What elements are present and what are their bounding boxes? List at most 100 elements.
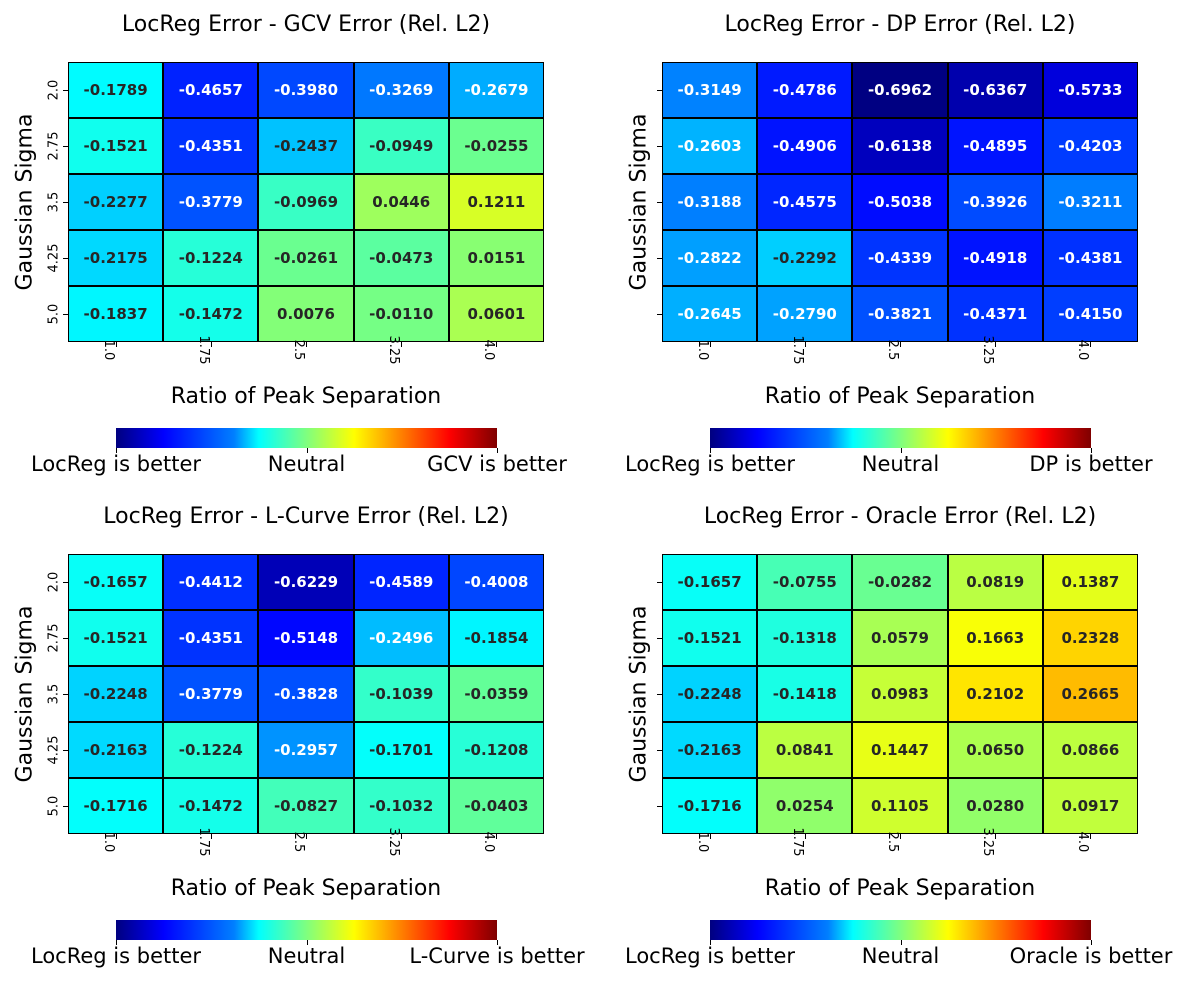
y-axis-label: Gaussian Sigma: [626, 113, 652, 291]
y-tick-mark: [657, 146, 662, 147]
colorbar-tick: [116, 940, 117, 945]
heatmap-cell: 0.0254: [757, 778, 853, 834]
x-tick-mark: [401, 834, 403, 839]
x-tick-label: 1.75: [195, 827, 211, 857]
y-tick-mark: [657, 582, 662, 583]
y-tick-mark: [63, 146, 68, 147]
heatmap-cell: -0.5148: [258, 610, 354, 666]
y-tick-mark: [657, 202, 662, 203]
y-axis-label: Gaussian Sigma: [12, 113, 38, 291]
colorbar-tick: [1091, 940, 1092, 945]
heatmap-cell: -0.0827: [258, 778, 354, 834]
y-tick-mark: [63, 694, 68, 695]
x-tick-mark: [900, 342, 901, 347]
heatmap-cell: -0.4906: [757, 118, 853, 174]
y-tick-label: 2.0: [46, 79, 62, 101]
heatmap-cell: 0.2328: [1042, 610, 1138, 666]
x-tick-mark: [709, 834, 711, 839]
heatmap-cell: -0.1418: [757, 666, 853, 722]
colorbar: [710, 428, 1091, 448]
heatmap-cell: -0.1716: [68, 778, 164, 834]
colorbar-label: LocReg is better: [30, 944, 202, 968]
heatmap-cell: -0.4575: [757, 174, 853, 230]
heatmap-cell: -0.6138: [852, 118, 948, 174]
heatmap-cell: -0.6229: [258, 554, 354, 610]
heatmap-cell: 0.2665: [1042, 666, 1138, 722]
x-tick-mark: [1090, 342, 1092, 347]
heatmap-cell: -0.5733: [1042, 62, 1138, 118]
x-tick-label: 2.5: [885, 339, 900, 361]
heatmap-cell: 0.0819: [947, 554, 1043, 610]
heatmap-cell: -0.6367: [947, 62, 1043, 118]
x-tick-mark: [115, 342, 117, 347]
heatmap-cell: -0.0359: [448, 666, 544, 722]
x-tick-label: 4.0: [481, 339, 497, 361]
colorbar-tick: [1091, 448, 1092, 453]
heatmap-cell: -0.3779: [163, 666, 259, 722]
heatmap-cell: -0.1521: [68, 610, 164, 666]
chart-title: LocReg Error - GCV Error (Rel. L2): [121, 12, 491, 37]
colorbar: [116, 428, 497, 448]
x-tick-label: 1.75: [789, 335, 805, 365]
heatmap-cell: -0.0949: [353, 118, 449, 174]
colorbar-label: LocReg is better: [624, 944, 796, 968]
colorbar-label: Neutral: [861, 452, 940, 476]
colorbar: [116, 920, 497, 940]
y-tick-mark: [657, 694, 662, 695]
colorbar-tick: [306, 448, 308, 453]
x-tick-mark: [496, 834, 498, 839]
heatmap-cell: -0.2437: [258, 118, 354, 174]
heatmap-cell: -0.1472: [163, 286, 259, 342]
x-tick-label: 1.0: [100, 831, 116, 853]
heatmap-cell: 0.0650: [947, 722, 1043, 778]
x-axis-label: Ratio of Peak Separation: [170, 384, 442, 409]
x-tick-label: 3.25: [980, 827, 996, 857]
x-tick-mark: [709, 342, 711, 347]
heatmap-cell: -0.3828: [258, 666, 354, 722]
colorbar-label: Neutral: [267, 452, 346, 476]
colorbar-tick: [900, 940, 902, 945]
y-tick-mark: [657, 258, 662, 259]
x-tick-label: 1.75: [195, 335, 211, 365]
chart-title: LocReg Error - DP Error (Rel. L2): [724, 12, 1076, 37]
y-tick-mark: [63, 314, 68, 315]
heatmap-cell: -0.4203: [1042, 118, 1138, 174]
heatmap-cell: -0.0261: [258, 230, 354, 286]
heatmap-cell: -0.2163: [68, 722, 164, 778]
heatmap-cell: -0.2163: [662, 722, 758, 778]
y-tick-mark: [657, 806, 662, 807]
heatmap-cell: -0.3926: [947, 174, 1043, 230]
heatmap-cell: -0.4371: [947, 286, 1043, 342]
heatmap-cell: 0.0983: [852, 666, 948, 722]
heatmap-cell: -0.4918: [947, 230, 1043, 286]
y-tick-label: 4.25: [46, 243, 62, 273]
heatmap-cell: 0.0280: [947, 778, 1043, 834]
heatmap-cell: 0.0076: [258, 286, 354, 342]
heatmap-cell: -0.3149: [662, 62, 758, 118]
heatmap-cell: -0.3779: [163, 174, 259, 230]
heatmap-cell: -0.2248: [662, 666, 758, 722]
heatmap-cell: -0.4351: [163, 610, 259, 666]
heatmap-cell: -0.0969: [258, 174, 354, 230]
colorbar-label: LocReg is better: [624, 452, 796, 476]
heatmap-cell: -0.1854: [448, 610, 544, 666]
x-tick-mark: [115, 834, 117, 839]
x-tick-label: 2.5: [291, 831, 306, 853]
heatmap-cell: 0.0446: [353, 174, 449, 230]
heatmap-cell: -0.3211: [1042, 174, 1138, 230]
y-tick-label: 3.5: [46, 683, 62, 705]
heatmap-cell: -0.1521: [662, 610, 758, 666]
x-tick-mark: [995, 342, 997, 347]
y-tick-label: 4.25: [46, 735, 62, 765]
x-tick-label: 4.0: [481, 831, 497, 853]
heatmap-cell: -0.4150: [1042, 286, 1138, 342]
x-tick-mark: [995, 834, 997, 839]
x-tick-label: 1.75: [789, 827, 805, 857]
heatmap-grid: -0.1657 -0.4412 -0.6229 -0.4589 -0.4008 -0.15…: [68, 554, 544, 834]
colorbar-label: DP is better: [1029, 452, 1153, 476]
heatmap-cell: -0.0473: [353, 230, 449, 286]
x-tick-label: 1.0: [694, 831, 710, 853]
heatmap-cell: -0.3821: [852, 286, 948, 342]
colorbar-label: L-Curve is better: [409, 944, 585, 968]
x-tick-label: 3.25: [386, 335, 402, 365]
